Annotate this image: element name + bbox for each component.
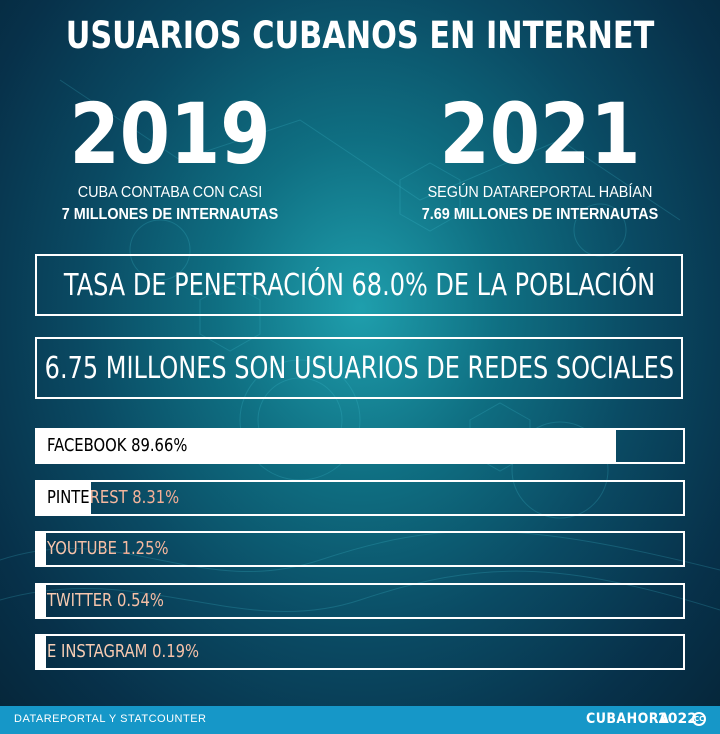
bar-fill-instagram: [37, 636, 47, 668]
bar-instagram: E INSTAGRAM 0.19%: [35, 634, 685, 670]
bar-label-pinterest: PINTEREST 8.31%: [47, 487, 180, 508]
bar-label-twitter: TWITTER 0.54%: [47, 590, 164, 611]
social-users-box: 6.75 MILLONES SON USUARIOS DE REDES SOCI…: [35, 337, 683, 399]
bar-fill-pinterest: [37, 482, 91, 514]
footer-source: DATAREPORTAL Y STATCOUNTER: [14, 713, 207, 725]
bar-facebook: FACEBOOK 89.66%: [35, 428, 685, 464]
penetration-rate-box: TASA DE PENETRACIÓN 68.0% DE LA POBLACIÓ…: [35, 254, 683, 316]
year-2019-caption: CUBA CONTABA CON CASI: [77, 184, 263, 201]
bar-label-facebook: FACEBOOK 89.66%: [47, 435, 188, 456]
year-2021-number: 2021: [439, 85, 641, 183]
bar-pinterest: PINTEREST 8.31%: [35, 480, 685, 516]
bar-fill-facebook: [37, 430, 617, 462]
bar-twitter: TWITTER 0.54%: [35, 583, 685, 619]
bar-fill-youtube: [37, 533, 47, 565]
year-2019-value: 7 MILLONES DE INTERNAUTAS: [61, 206, 279, 223]
bar-fill-twitter: [37, 585, 47, 617]
bar-label-youtube: YOUTUBE 1.25%: [47, 538, 169, 559]
year-2019-number: 2019: [69, 85, 271, 183]
year-2021-block: 2021 SEGÚN DATAREPORTAL HABÍAN 7.69 MILL…: [380, 86, 700, 224]
creative-commons-icon: CC: [692, 712, 706, 726]
bar-label-instagram: E INSTAGRAM 0.19%: [47, 641, 200, 662]
year-2021-value: 7.69 MILLONES DE INTERNAUTAS: [421, 206, 659, 223]
year-2021-caption: SEGÚN DATAREPORTAL HABÍAN: [427, 184, 653, 201]
social-users-text: 6.75 MILLONES SON USUARIOS DE REDES SOCI…: [44, 350, 674, 386]
brand-logo: CUBAHORA: [586, 711, 670, 727]
penetration-rate-text: TASA DE PENETRACIÓN 68.0% DE LA POBLACIÓ…: [63, 267, 655, 303]
footer-bar: DATAREPORTAL Y STATCOUNTER CUBAHORA 2022…: [0, 706, 720, 734]
bar-youtube: YOUTUBE 1.25%: [35, 531, 685, 567]
footer-year: 2022: [658, 711, 697, 727]
year-2019-block: 2019 CUBA CONTABA CON CASI 7 MILLONES DE…: [10, 86, 330, 224]
infographic-title: USUARIOS CUBANOS EN INTERNET: [65, 14, 655, 57]
